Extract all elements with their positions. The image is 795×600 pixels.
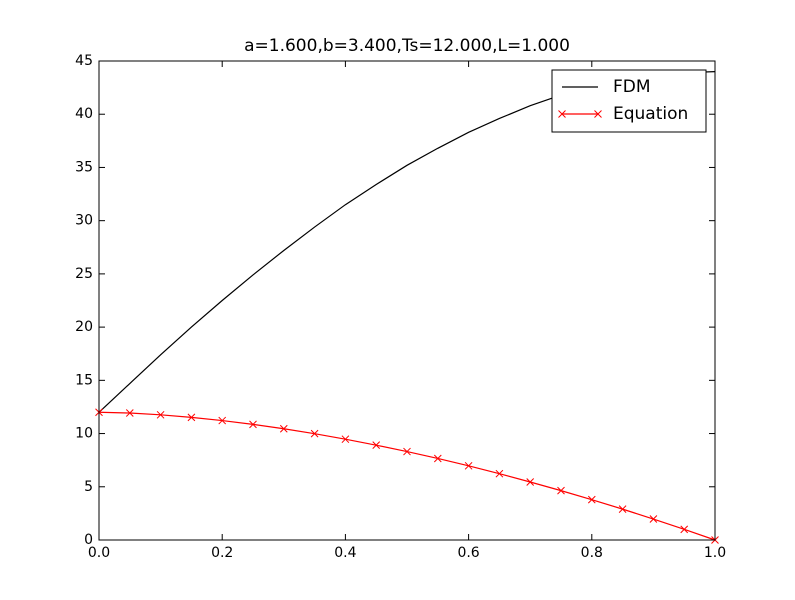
y-tick-label: 15 [75,372,93,388]
series-marker [618,505,627,513]
chart-title: a=1.600,b=3.400,Ts=12.000,L=1.000 [244,36,570,56]
series-marker [587,495,596,504]
series-marker [495,469,504,478]
series-marker [156,410,165,419]
x-tick-label: 1.0 [704,545,726,561]
series-marker [125,409,134,417]
y-tick-label: 10 [75,426,93,442]
x-tick-label: 0.0 [88,545,110,561]
x-tick-label: 0.6 [457,545,479,561]
y-tick-label: 30 [75,213,93,229]
series-marker [341,435,350,444]
legend-marker [558,110,566,118]
series-marker [310,429,319,438]
legend-marker [594,110,602,118]
series-marker [557,486,565,495]
y-tick-label: 40 [75,106,93,122]
series-marker [187,413,196,422]
y-tick-label: 35 [75,159,93,175]
y-tick-label: 25 [75,266,93,282]
series-marker [433,454,442,463]
y-tick-label: 45 [75,53,93,69]
series-marker [526,478,535,486]
y-tick-label: 20 [75,319,93,335]
series-marker [649,515,658,523]
series-marker [372,441,381,450]
series-marker [279,424,288,433]
series-marker [680,525,689,534]
x-tick-label: 0.8 [581,545,603,561]
legend-label: Equation [613,104,688,124]
series-marker [403,447,411,456]
series-marker [218,416,227,425]
plot-frame [98,60,716,541]
y-tick-label: 5 [84,479,93,495]
legend-label: FDM [613,77,651,97]
y-tick-label: 0 [84,532,93,548]
series-marker [464,461,473,470]
x-tick-label: 0.4 [334,545,356,561]
x-tick-label: 0.2 [211,545,233,561]
legend: FDM Equation [551,69,707,133]
series-marker [249,420,257,429]
legend-box [551,69,707,133]
